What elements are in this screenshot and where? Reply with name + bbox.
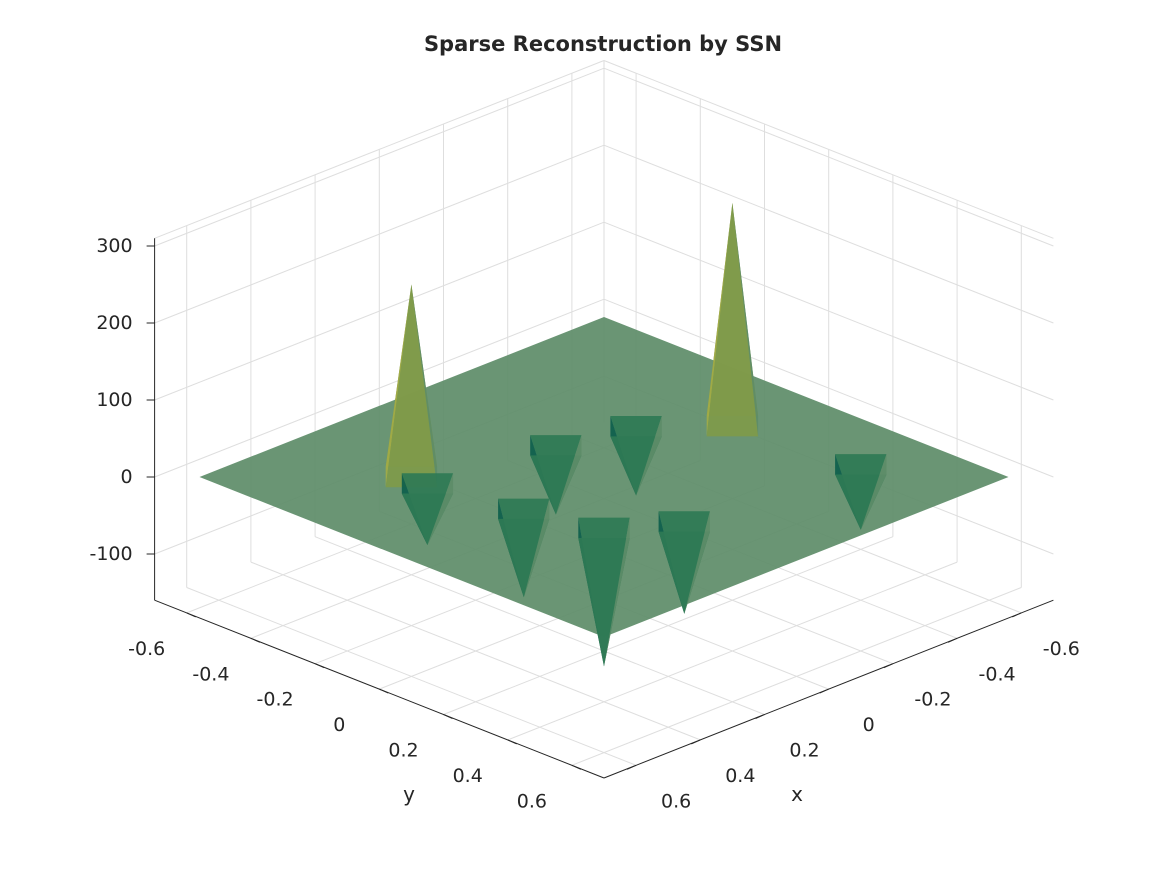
surface-face <box>706 202 759 437</box>
z-tick-label: 300 <box>96 235 132 257</box>
x-tick-label: 0 <box>863 714 875 736</box>
surface-face <box>523 498 550 598</box>
grid-line <box>154 60 605 239</box>
surface-face <box>578 538 630 667</box>
tick-labels: -0.6 -0.4 -0.2 0 0.2 0.4 0.6 -0.6 -0.4 -0.2 0 0.2 0.… <box>89 235 1079 812</box>
y-tick-label: -0.2 <box>257 689 294 711</box>
y-tick-mark <box>250 637 261 643</box>
z-tick-label: 100 <box>96 389 132 411</box>
grid-line <box>154 221 605 401</box>
grid-line <box>603 60 1054 239</box>
x-tick-label: -0.4 <box>979 663 1016 685</box>
grid-line <box>154 67 605 247</box>
surface-trough <box>498 498 550 598</box>
surface-trough <box>578 517 630 667</box>
y-tick-label: -0.4 <box>192 663 229 685</box>
x-tick-mark <box>819 688 829 694</box>
surface-face <box>610 436 662 496</box>
surface-trough <box>835 454 887 530</box>
surface-face <box>684 511 710 614</box>
grid-line <box>154 144 605 324</box>
y-tick-label: 0 <box>333 714 345 736</box>
surface-face <box>498 518 550 598</box>
surface-face <box>555 435 582 515</box>
grid-line <box>603 67 1054 247</box>
x-tick-label: 0.6 <box>661 790 691 812</box>
y-axis-label: y <box>403 782 415 806</box>
x-tick-label: -0.2 <box>914 689 951 711</box>
surface-face <box>411 284 438 488</box>
x-tick-mark <box>1012 612 1022 618</box>
surface-face <box>530 435 556 515</box>
surface-face <box>385 284 412 488</box>
x-tick-mark <box>755 714 765 719</box>
y-tick-label: 0.2 <box>388 740 418 762</box>
grid-line <box>443 536 894 715</box>
grid-line <box>154 298 605 478</box>
surface-mesh <box>199 202 1009 667</box>
surface-face <box>658 531 710 614</box>
y-tick-mark <box>507 739 517 745</box>
y-tick-mark <box>379 688 389 694</box>
surface-trough <box>401 473 454 545</box>
x-tick-mark <box>691 739 701 745</box>
x-tick-mark <box>947 637 958 643</box>
z-tick-label: -100 <box>89 543 132 565</box>
surface-face <box>706 202 733 437</box>
surface-trough <box>530 435 582 515</box>
surface-face <box>835 474 887 530</box>
surface-face <box>732 202 759 437</box>
surface-trough <box>610 416 662 496</box>
x-axis-label: x <box>791 782 803 806</box>
grid-line <box>603 298 1054 478</box>
surface-face <box>385 284 438 488</box>
grid-line <box>603 221 1054 401</box>
y-tick-mark <box>186 612 196 618</box>
x-tick-label: 0.4 <box>725 765 755 787</box>
x-tick-mark <box>626 764 637 770</box>
surface-face <box>636 416 662 496</box>
x-tick-mark <box>883 663 894 669</box>
z-tick-label: 0 <box>121 466 133 488</box>
surface-face <box>530 455 582 515</box>
z-tick-label: 200 <box>96 312 132 334</box>
x-tick-label: -0.6 <box>1043 638 1080 660</box>
y-tick-label: 0.6 <box>517 790 547 812</box>
surface-face <box>604 517 630 667</box>
surface-face <box>401 493 454 545</box>
y-tick-mark <box>571 764 582 770</box>
y-tick-mark <box>314 663 325 669</box>
chart-title: Sparse Reconstruction by SSN <box>424 32 782 56</box>
surface-face <box>427 473 454 545</box>
surface-peak <box>385 284 438 488</box>
x-tick-label: 0.2 <box>789 740 819 762</box>
surface-face <box>860 454 887 530</box>
grid-line <box>571 587 1022 766</box>
y-tick-label: 0.4 <box>453 765 483 787</box>
surface-trough <box>658 511 710 614</box>
grid-line <box>507 561 958 741</box>
surface-peak <box>706 202 759 437</box>
y-tick-label: -0.6 <box>128 638 165 660</box>
y-tick-mark <box>443 714 453 719</box>
axis-lines <box>146 238 1054 779</box>
grid-line <box>603 144 1054 324</box>
